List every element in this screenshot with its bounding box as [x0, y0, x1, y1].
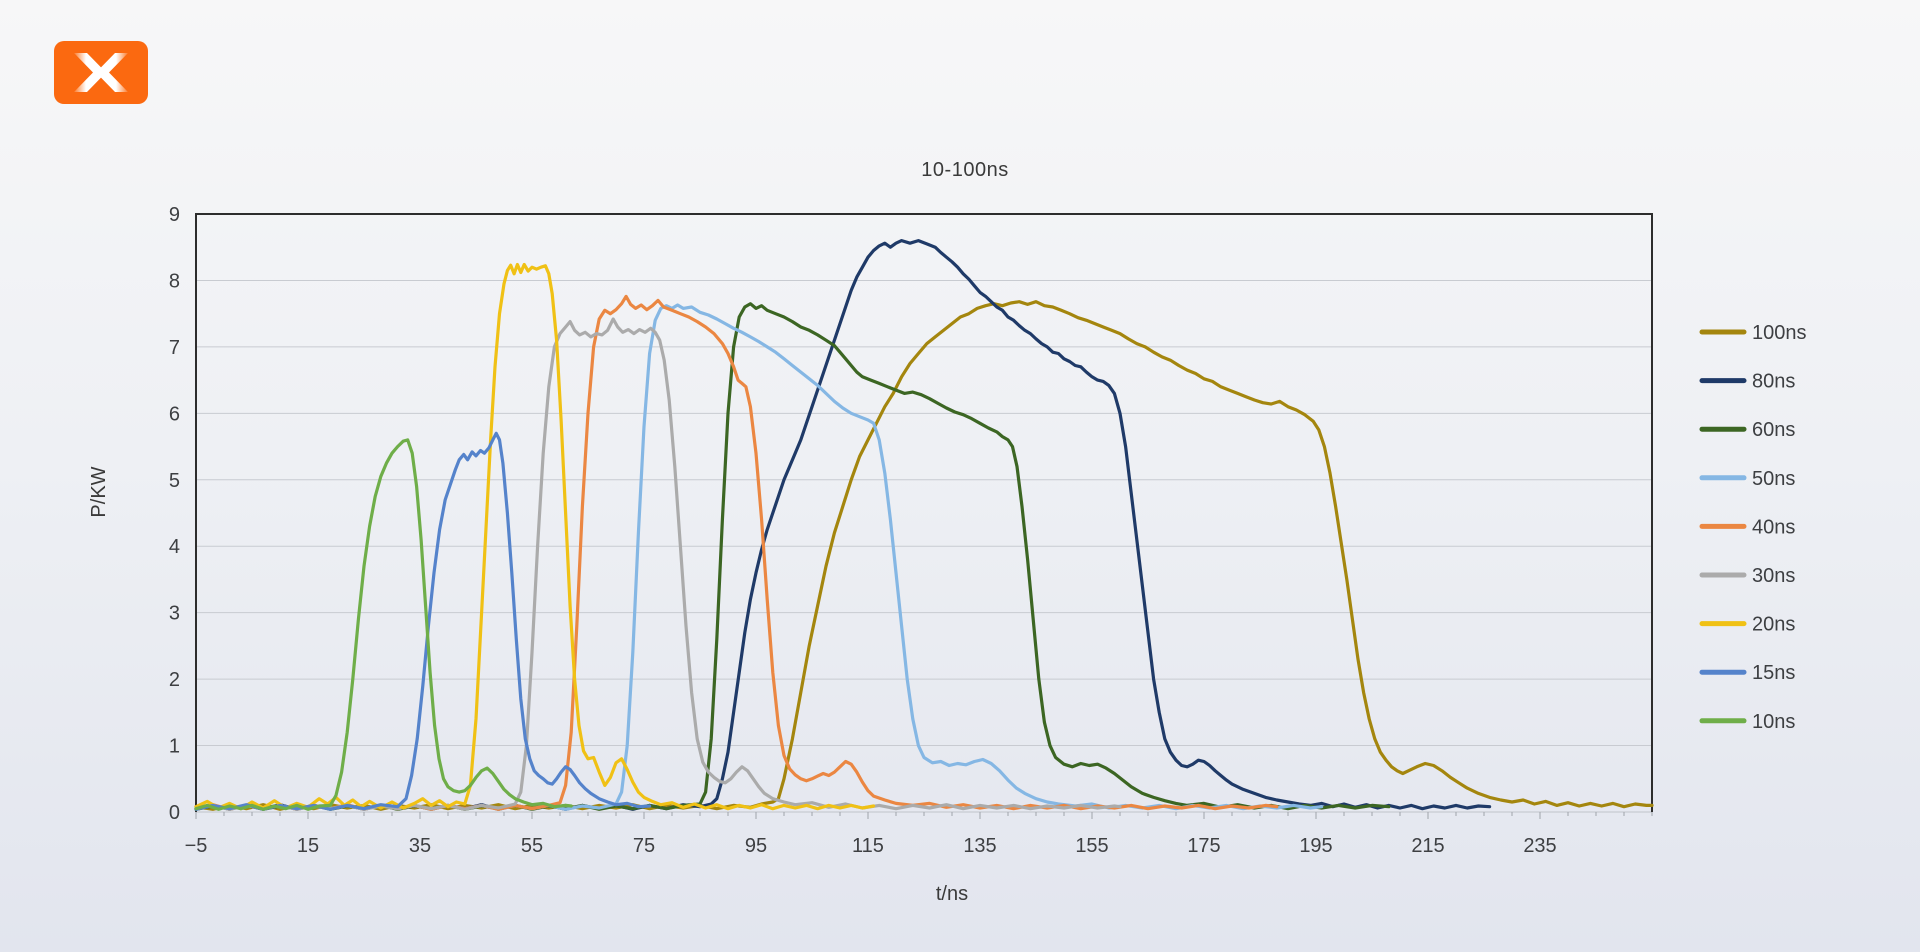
- series-line-15ns: [194, 431, 652, 811]
- logo-fade-right: [116, 52, 129, 93]
- logo-chevron-left-icon: [96, 53, 128, 92]
- y-tick-label-5: 5: [169, 470, 180, 492]
- legend-label-30ns: 30ns: [1752, 565, 1795, 587]
- series-line-40ns: [194, 294, 1279, 811]
- x-tick-label--5: −5: [185, 835, 208, 857]
- x-axis-title: t/ns: [935, 883, 969, 905]
- x-tick-label-175: 175: [1187, 835, 1220, 857]
- x-tick-label-55: 55: [521, 835, 543, 857]
- legend-label-60ns: 60ns: [1752, 419, 1795, 441]
- x-tick-label-15: 15: [297, 835, 319, 857]
- y-tick-label-7: 7: [169, 337, 180, 359]
- y-tick-label-8: 8: [169, 270, 180, 292]
- x-tick-label-35: 35: [409, 835, 431, 857]
- y-tick-label-6: 6: [169, 403, 180, 425]
- y-tick-label-9: 9: [169, 204, 180, 226]
- x-tick-label-215: 215: [1411, 835, 1444, 857]
- x-tick-label-95: 95: [745, 835, 767, 857]
- legend-label-100ns: 100ns: [1752, 322, 1807, 344]
- x-tick-label-235: 235: [1523, 835, 1556, 857]
- x-tick-label-155: 155: [1075, 835, 1108, 857]
- legend-label-15ns: 15ns: [1752, 662, 1795, 684]
- series-line-10ns: [194, 438, 573, 811]
- legend-label-50ns: 50ns: [1752, 468, 1795, 490]
- x-tick-label-75: 75: [633, 835, 655, 857]
- x-tick-label-135: 135: [963, 835, 996, 857]
- y-tick-label-2: 2: [169, 669, 180, 691]
- y-tick-label-1: 1: [169, 736, 180, 758]
- plot-border: [195, 213, 1653, 812]
- x-tick-label-195: 195: [1299, 835, 1332, 857]
- chart-title: 10-100ns: [921, 159, 1009, 181]
- legend-label-80ns: 80ns: [1752, 371, 1795, 393]
- legend-label-10ns: 10ns: [1752, 711, 1795, 733]
- series-line-100ns: [194, 300, 1654, 811]
- y-axis-title: P/KW: [88, 466, 110, 518]
- brand-logo: [54, 41, 148, 104]
- y-tick-label-4: 4: [169, 536, 180, 558]
- y-tick-label-0: 0: [169, 802, 180, 824]
- y-tick-label-3: 3: [169, 603, 180, 625]
- legend-label-20ns: 20ns: [1752, 614, 1795, 636]
- logo-fade-left: [73, 52, 86, 93]
- series-line-20ns: [194, 262, 876, 811]
- legend-label-40ns: 40ns: [1752, 516, 1795, 538]
- series-line-30ns: [194, 317, 1122, 811]
- x-tick-label-115: 115: [852, 835, 884, 857]
- series-line-80ns: [194, 239, 1492, 811]
